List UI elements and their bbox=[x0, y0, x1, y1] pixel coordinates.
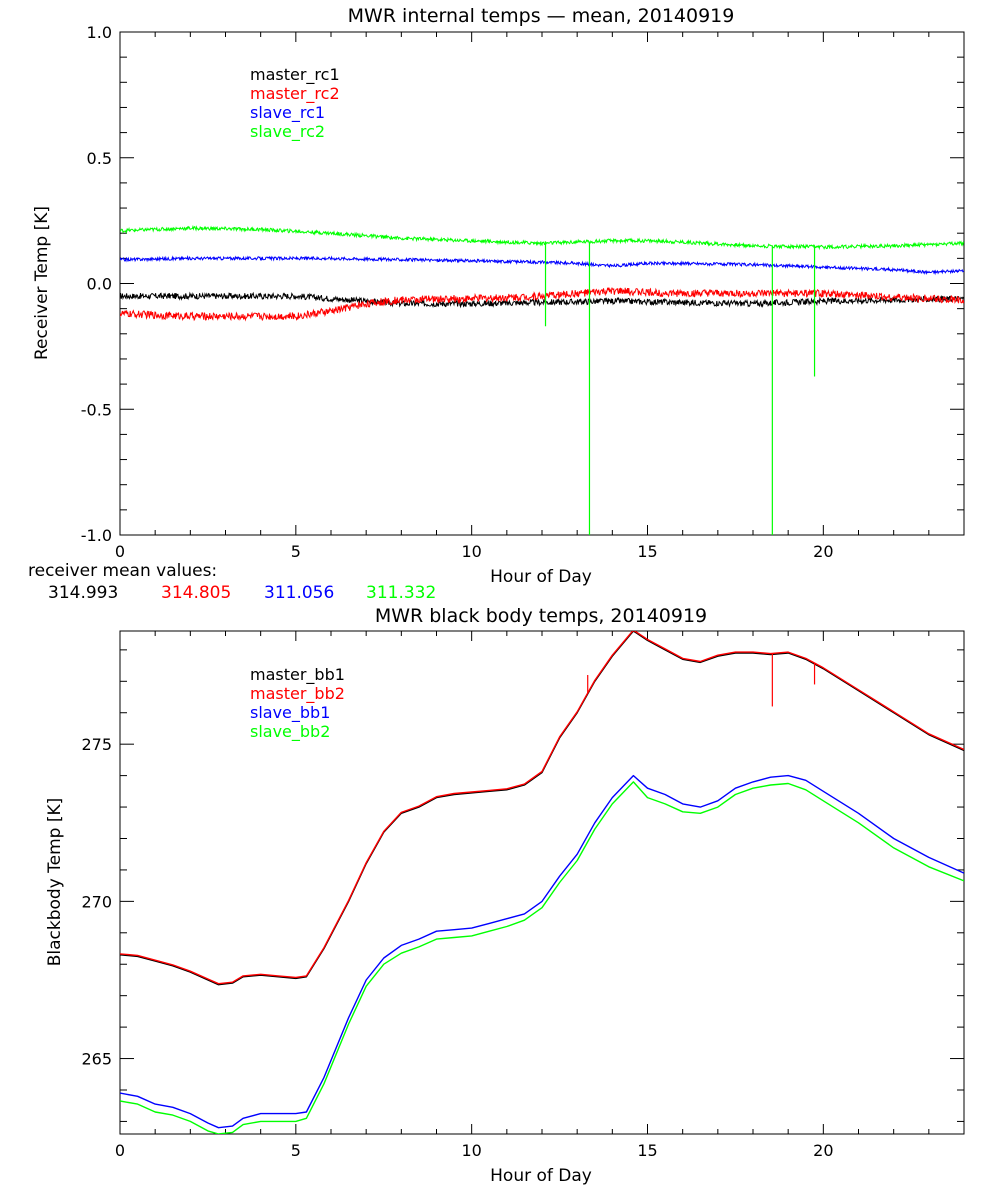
receiver-mean-value-slave-rc1: 311.056 bbox=[264, 583, 334, 603]
receiver-mean-value-master-rc1: 314.993 bbox=[48, 583, 118, 603]
x-axis-label: Hour of Day bbox=[490, 1166, 592, 1186]
series-line-slave-bb1 bbox=[120, 774, 964, 1129]
x-tick-label: 10 bbox=[461, 1141, 481, 1160]
receiver-mean-label: receiver mean values: bbox=[28, 561, 217, 581]
receiver-mean-value-slave-rc2: 311.332 bbox=[366, 583, 436, 603]
legend-entry-slave-bb1: slave_bb1 bbox=[250, 703, 330, 723]
series-line-master-bb2 bbox=[120, 631, 964, 985]
y-tick-label: 0.0 bbox=[87, 275, 112, 294]
legend-entry-master-rc2: master_rc2 bbox=[250, 84, 340, 104]
blackbody-temp-chart: MWR black body temps, 20140919 Blackbody… bbox=[45, 605, 965, 1186]
series-line-master-rc1 bbox=[120, 291, 964, 309]
receiver-mean-values: receiver mean values: 314.993 314.805 31… bbox=[28, 561, 436, 603]
x-tick-label: 0 bbox=[115, 542, 125, 561]
series-layer bbox=[120, 224, 964, 535]
legend-entry-slave-rc2: slave_rc2 bbox=[250, 122, 325, 142]
x-tick-label: 5 bbox=[291, 542, 301, 561]
legend-entry-master-rc1: master_rc1 bbox=[250, 65, 340, 85]
y-tick-label: 275 bbox=[81, 735, 112, 754]
series-line-slave-rc2 bbox=[120, 224, 964, 251]
y-tick-label: 1.0 bbox=[87, 23, 112, 42]
y-tick-label: 270 bbox=[81, 892, 112, 911]
axis-ticks: 0 5 10 15 20 -1.0 -0.5 0.0 0.5 1.0 bbox=[81, 23, 965, 561]
x-tick-label: 0 bbox=[115, 1141, 125, 1160]
legend-entry-slave-bb2: slave_bb2 bbox=[250, 722, 330, 742]
y-tick-label: 265 bbox=[81, 1050, 112, 1069]
series-line-slave-rc1 bbox=[120, 255, 964, 276]
series-layer bbox=[120, 631, 964, 1134]
legend-entry-master-bb1: master_bb1 bbox=[250, 665, 345, 685]
legend-entry-master-bb2: master_bb2 bbox=[250, 684, 345, 704]
y-axis-label: Receiver Temp [K] bbox=[32, 206, 52, 360]
x-tick-label: 20 bbox=[813, 542, 833, 561]
y-tick-label: -1.0 bbox=[81, 526, 112, 545]
y-tick-label: -0.5 bbox=[81, 400, 112, 419]
series-line-slave-bb2 bbox=[120, 781, 964, 1134]
legend-entry-slave-rc1: slave_rc1 bbox=[250, 103, 325, 123]
x-axis-label: Hour of Day bbox=[490, 567, 592, 587]
receiver-temp-chart: MWR internal temps — mean, 20140919 Rece… bbox=[32, 5, 965, 587]
x-tick-label: 5 bbox=[291, 1141, 301, 1160]
receiver-mean-value-master-rc2: 314.805 bbox=[161, 583, 231, 603]
x-tick-label: 10 bbox=[461, 542, 481, 561]
y-axis-label: Blackbody Temp [K] bbox=[45, 798, 65, 967]
series-line-master-rc2 bbox=[120, 287, 964, 322]
axis-ticks: 0 5 10 15 20 265 270 275 bbox=[81, 631, 965, 1160]
x-tick-label: 15 bbox=[637, 542, 657, 561]
chart-title: MWR black body temps, 20140919 bbox=[375, 605, 707, 627]
x-tick-label: 15 bbox=[637, 1141, 657, 1160]
y-tick-label: 0.5 bbox=[87, 149, 112, 168]
x-tick-label: 20 bbox=[813, 1141, 833, 1160]
chart-title: MWR internal temps — mean, 20140919 bbox=[348, 5, 735, 27]
series-line-master-bb1 bbox=[120, 631, 964, 986]
